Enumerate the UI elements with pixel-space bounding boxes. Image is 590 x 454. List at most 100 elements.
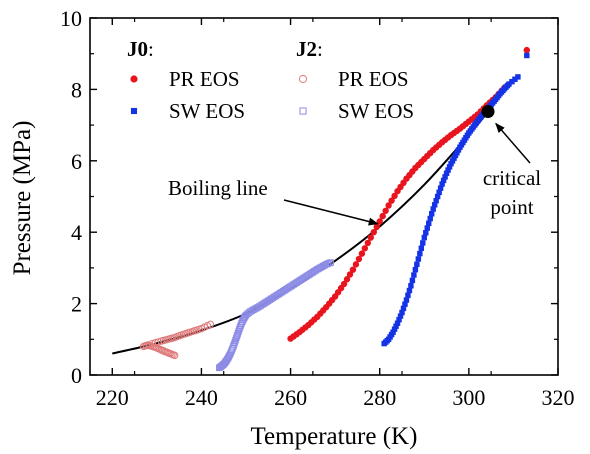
- legend-label: SW EOS: [169, 99, 245, 123]
- data-point: [397, 313, 404, 319]
- data-point: [394, 320, 401, 326]
- data-point: [509, 78, 515, 85]
- data-point: [515, 74, 521, 80]
- boiling-line-label: Boiling line: [168, 176, 268, 200]
- data-point: [424, 225, 430, 231]
- data-point: [506, 81, 512, 87]
- critical-point-arrow: [495, 122, 531, 164]
- data-point: [420, 240, 426, 246]
- data-points-layer: [139, 46, 530, 372]
- data-point: [436, 189, 442, 196]
- data-point: [417, 250, 423, 257]
- data-point: [230, 340, 238, 348]
- legend-label: SW EOS: [338, 99, 414, 123]
- data-point: [443, 170, 450, 177]
- legend-group-title-text: J0: [127, 37, 148, 61]
- data-point: [442, 174, 448, 180]
- data-point: [358, 250, 366, 257]
- data-point: [427, 215, 433, 222]
- data-point: [408, 283, 414, 289]
- y-axis-title: Pressure (MPa): [9, 121, 36, 276]
- data-point: [232, 336, 239, 344]
- data-point: [454, 149, 460, 156]
- data-point: [325, 259, 333, 267]
- data-point: [440, 177, 447, 184]
- data-point: [327, 259, 334, 266]
- data-point: [437, 185, 444, 191]
- y-tick-label-4: 4: [71, 220, 82, 245]
- y-tick-label-2: 2: [71, 292, 82, 317]
- y-tick-label-6: 6: [71, 149, 82, 174]
- data-point: [523, 46, 530, 54]
- data-point: [340, 280, 348, 288]
- data-point: [399, 309, 405, 316]
- data-point: [233, 332, 241, 339]
- data-point: [405, 292, 411, 298]
- legend-group-title-suffix: :: [148, 37, 154, 61]
- data-point: [455, 147, 462, 153]
- data-point: [448, 160, 454, 167]
- data-point: [231, 338, 239, 346]
- data-point: [229, 345, 236, 352]
- critical-point-marker: [481, 105, 495, 119]
- data-point: [406, 287, 413, 294]
- data-point: [524, 52, 530, 59]
- x-tick-label-300: 300: [452, 385, 485, 410]
- data-point: [400, 305, 407, 312]
- data-point: [236, 326, 243, 333]
- data-point: [388, 197, 395, 204]
- data-point: [352, 261, 360, 268]
- boiling-line-arrow: [283, 199, 379, 226]
- data-point: [452, 152, 459, 159]
- x-tick-label-220: 220: [96, 385, 129, 410]
- data-point: [433, 197, 439, 204]
- data-point: [414, 261, 420, 268]
- data-point: [393, 323, 399, 329]
- data-point: [361, 245, 369, 252]
- data-point: [355, 255, 363, 263]
- plot-border: [89, 17, 559, 376]
- data-point: [421, 234, 428, 241]
- y-tick-label-0: 0: [71, 363, 82, 388]
- critical-point-label-line-0: critical: [483, 166, 541, 190]
- data-point: [449, 158, 456, 164]
- data-point: [431, 202, 438, 208]
- data-point: [412, 266, 419, 273]
- data-point: [428, 211, 435, 217]
- data-point: [439, 181, 445, 187]
- data-point: [379, 212, 386, 220]
- legend-group-title-0: J0:: [127, 37, 154, 61]
- data-point: [385, 202, 392, 209]
- plot-frame-layer: [89, 17, 559, 376]
- x-tick-label-320: 320: [542, 385, 575, 410]
- data-point: [403, 297, 410, 303]
- data-point: [411, 272, 417, 278]
- data-point: [409, 277, 416, 284]
- data-point: [343, 276, 351, 283]
- legend-group-title-1: J2:: [296, 37, 323, 61]
- data-point: [391, 192, 398, 200]
- data-point: [367, 234, 374, 241]
- data-point: [426, 220, 432, 226]
- data-point: [446, 164, 453, 170]
- data-point: [233, 334, 240, 342]
- data-point: [364, 239, 372, 247]
- legend-label: PR EOS: [169, 67, 240, 91]
- series-3: [216, 259, 334, 372]
- ticks-layer: 220 240 260 280 300 320 0 2 4 6 8 10: [60, 6, 575, 410]
- data-point: [346, 271, 354, 278]
- legend-marker: [298, 74, 308, 84]
- data-point: [434, 193, 441, 200]
- data-point: [396, 316, 402, 323]
- data-point: [418, 245, 425, 251]
- legend-marker: [299, 107, 307, 115]
- data-point: [382, 207, 389, 214]
- x-tick-label-260: 260: [274, 385, 307, 410]
- data-point: [391, 326, 398, 332]
- data-point: [154, 338, 163, 346]
- legend-label: PR EOS: [338, 67, 409, 91]
- data-point: [445, 167, 451, 173]
- data-point: [402, 301, 408, 307]
- critical-point-label-line-1: point: [490, 195, 533, 219]
- legend-group-title-suffix: :: [317, 37, 323, 61]
